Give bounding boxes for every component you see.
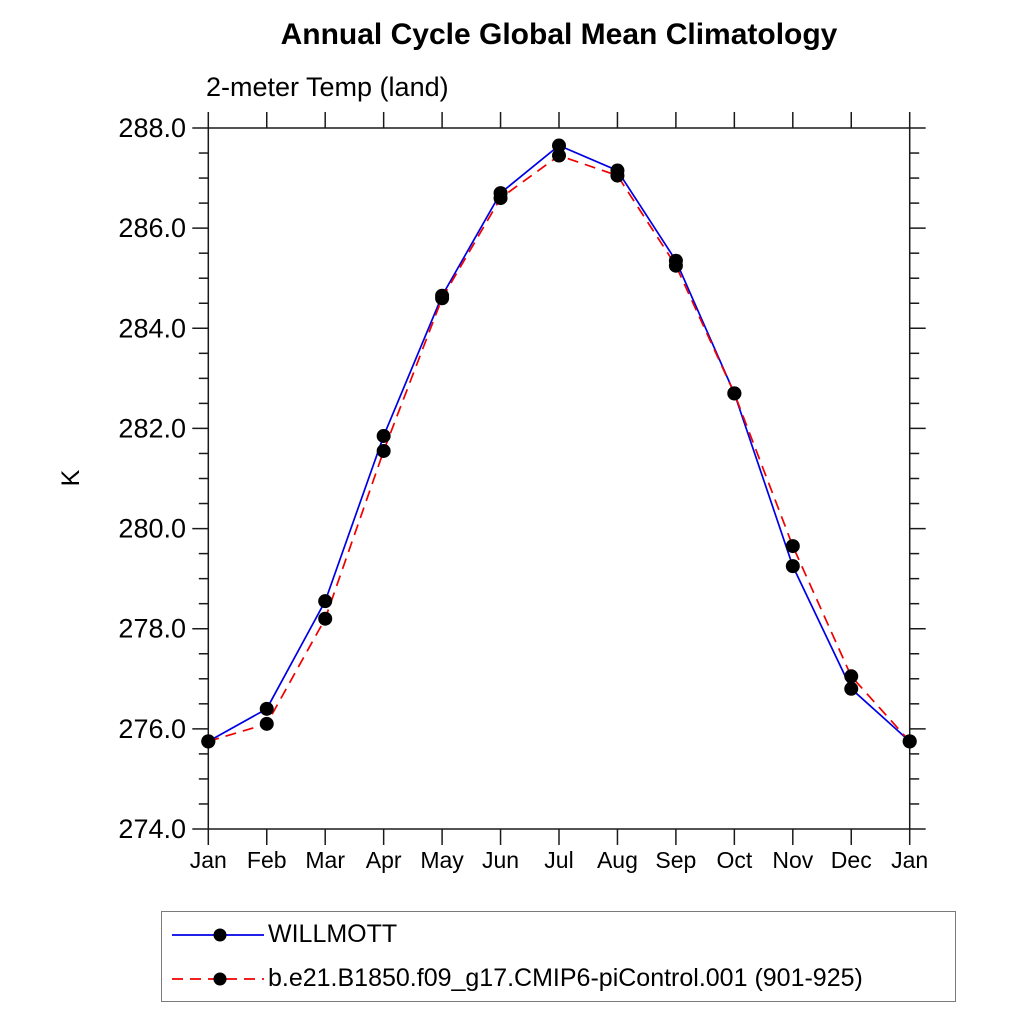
data-point-marker (259, 701, 274, 716)
x-tick-label: Nov (772, 847, 813, 873)
legend-marker-icon (213, 972, 227, 985)
y-tick-label: 274.0 (118, 814, 186, 844)
data-point-marker (318, 611, 333, 626)
data-point-marker (727, 386, 742, 401)
x-tick-label: Oct (716, 847, 752, 873)
data-point-marker (844, 669, 859, 684)
data-point-marker (785, 539, 800, 554)
data-point-marker (376, 428, 391, 443)
data-point-marker (552, 148, 566, 163)
x-tick-label: Jun (482, 847, 519, 873)
y-tick-label: 280.0 (118, 514, 186, 544)
data-point-marker (552, 138, 566, 153)
series-line-0 (207, 144, 911, 743)
y-tick-label: 282.0 (118, 413, 186, 443)
data-point-marker (844, 681, 859, 696)
legend-box: WILLMOTT b.e21.B1850.f09_g17.CMIP6-piCon… (161, 911, 956, 1002)
x-tick-label: Aug (597, 847, 638, 873)
legend-line-swatch-0 (172, 928, 264, 941)
x-tick-label: Mar (305, 847, 345, 873)
legend-marker-icon (213, 928, 227, 941)
y-tick-label: 288.0 (118, 113, 186, 143)
legend-row-model: b.e21.B1850.f09_g17.CMIP6-piControl.001 … (168, 959, 955, 999)
data-point-marker (201, 734, 216, 749)
x-tick-label: Sep (655, 847, 696, 873)
y-axis-title: K (57, 469, 85, 486)
x-tick-label: May (420, 847, 464, 873)
data-point-marker (318, 594, 333, 609)
x-tick-label: Dec (831, 847, 872, 873)
y-tick-label: 286.0 (118, 213, 186, 243)
series-line-1 (208, 154, 911, 743)
x-tick-label: Jan (190, 847, 227, 873)
data-point-marker (493, 191, 508, 206)
legend-line-swatch-1 (172, 972, 264, 985)
x-tick-label: Feb (247, 847, 287, 873)
data-point-marker (902, 734, 917, 749)
data-point-marker (785, 559, 800, 574)
y-tick-label: 284.0 (118, 313, 186, 343)
y-tick-label: 278.0 (118, 614, 186, 644)
legend-label-willmott: WILLMOTT (268, 920, 398, 948)
data-point-marker (610, 168, 625, 183)
y-tick-label: 276.0 (118, 714, 186, 744)
x-tick-label: Apr (366, 847, 402, 873)
chart-title: Annual Cycle Global Mean Climatology (280, 18, 838, 51)
data-point-marker (668, 258, 683, 273)
x-tick-label: Jul (544, 847, 573, 873)
x-tick-label: Jan (891, 847, 928, 873)
plot-frame (207, 127, 911, 830)
legend-label-model: b.e21.B1850.f09_g17.CMIP6-piControl.001 … (268, 964, 863, 992)
legend-row-willmott: WILLMOTT (168, 915, 955, 955)
data-point-marker (435, 291, 450, 306)
chart-subtitle: 2-meter Temp (land) (206, 72, 449, 102)
data-point-marker (376, 443, 391, 458)
data-point-marker (259, 716, 274, 731)
